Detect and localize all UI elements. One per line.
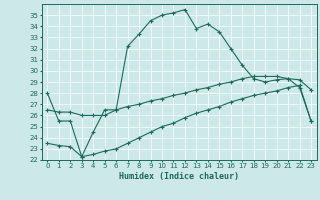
X-axis label: Humidex (Indice chaleur): Humidex (Indice chaleur) bbox=[119, 172, 239, 181]
